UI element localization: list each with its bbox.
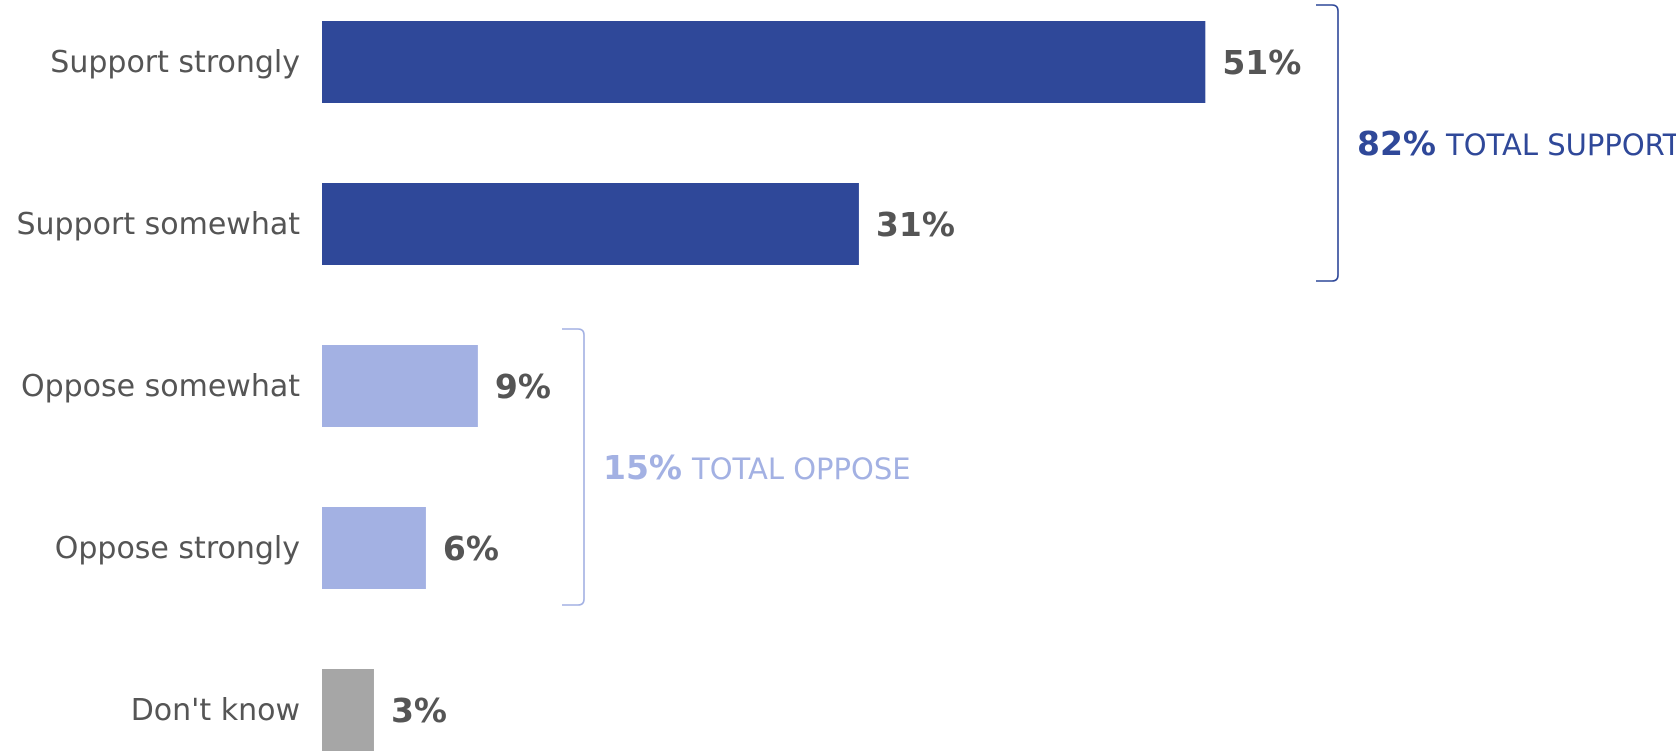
value-label-oppose-somewhat: 9% <box>495 367 551 406</box>
group-support: 82% TOTAL SUPPORT <box>1316 4 1676 282</box>
bar-row-oppose-strongly: Oppose strongly 6% <box>55 507 499 589</box>
group-brackets-layer: 82% TOTAL SUPPORT 15% TOTAL OPPOSE <box>562 4 1676 606</box>
value-label-don-t-know: 3% <box>391 691 447 730</box>
bar-row-support-strongly: Support strongly 51% <box>50 21 1301 103</box>
group-total-text-support: TOTAL SUPPORT <box>1445 128 1676 162</box>
group-label-oppose: 15% TOTAL OPPOSE <box>603 448 911 487</box>
category-label-oppose-strongly: Oppose strongly <box>55 531 300 566</box>
bar-support-somewhat <box>322 183 859 265</box>
category-label-don-t-know: Don't know <box>131 693 300 728</box>
group-total-value-oppose: 15% <box>603 448 682 487</box>
category-label-support-strongly: Support strongly <box>50 45 300 80</box>
bar-oppose-strongly <box>322 507 426 589</box>
bar-don-t-know <box>322 669 374 751</box>
group-label-support: 82% TOTAL SUPPORT <box>1357 124 1676 163</box>
bar-row-oppose-somewhat: Oppose somewhat 9% <box>21 345 551 427</box>
value-label-oppose-strongly: 6% <box>443 529 499 568</box>
bar-row-don-t-know: Don't know 3% <box>131 669 447 751</box>
value-label-support-somewhat: 31% <box>876 205 955 244</box>
category-label-support-somewhat: Support somewhat <box>17 207 301 242</box>
bar-oppose-somewhat <box>322 345 478 427</box>
bar-support-strongly <box>322 21 1206 103</box>
category-label-oppose-somewhat: Oppose somewhat <box>21 369 300 404</box>
group-oppose: 15% TOTAL OPPOSE <box>562 328 911 606</box>
group-total-text-oppose: TOTAL OPPOSE <box>691 452 911 486</box>
group-total-value-support: 82% <box>1357 124 1436 163</box>
bar-row-support-somewhat: Support somewhat 31% <box>17 183 955 265</box>
value-label-support-strongly: 51% <box>1222 43 1301 82</box>
bars-layer: Support strongly 51% Support somewhat 31% Op… <box>17 21 1301 751</box>
group-bracket-oppose <box>562 328 585 606</box>
group-bracket-support <box>1316 4 1339 282</box>
